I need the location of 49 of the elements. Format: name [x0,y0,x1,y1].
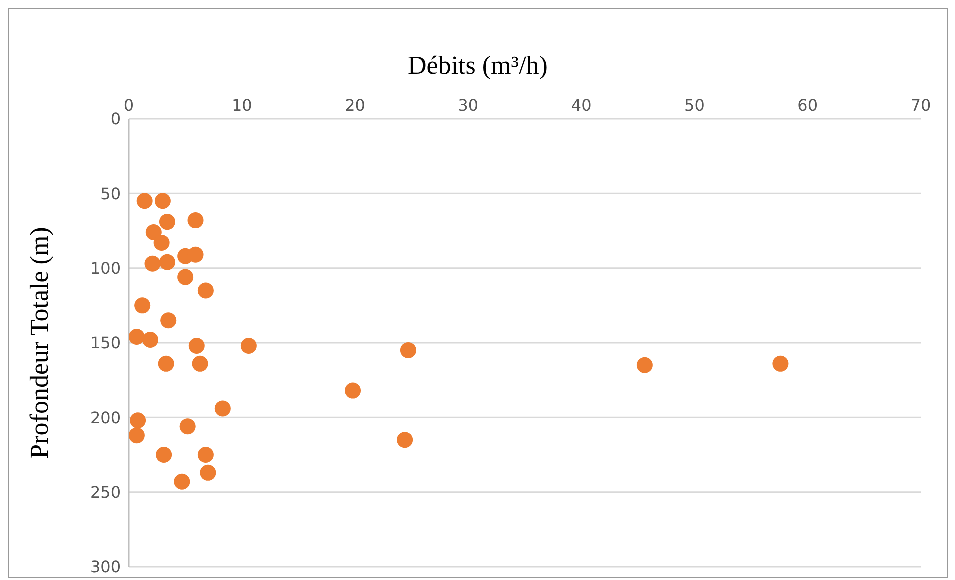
point [636,357,653,374]
point [158,356,174,372]
point [178,269,194,286]
point [130,412,146,429]
x-tick-label: 10 [232,96,252,115]
point [134,298,151,314]
point [129,428,145,444]
point [198,447,214,463]
x-tick-label: 20 [345,96,366,115]
point [154,234,170,251]
x-tick-label: 70 [910,96,932,115]
point [188,338,205,354]
point [154,193,171,210]
point [146,224,162,240]
point [240,338,257,354]
x-tick-label: 30 [458,96,479,115]
y-tick-label: 300 [90,558,121,577]
point [214,400,231,417]
x-tick-label: 0 [124,96,134,115]
point [198,282,214,299]
point [144,256,161,272]
y-tick-label: 100 [90,259,121,278]
point [397,432,414,448]
point [174,474,190,490]
y-tick-label: 50 [100,184,121,204]
x-tick-label: 40 [571,96,592,115]
point [160,312,177,329]
point [156,447,172,463]
point [180,418,196,435]
point [188,246,204,263]
y-tick-label: 150 [90,334,121,353]
y-tick-label: 0 [110,110,121,129]
y-tick-label: 200 [90,408,121,428]
point [772,356,789,372]
point [136,193,153,210]
point [345,382,362,399]
point [200,464,216,481]
x-axis-title: Débits (m³/h) [407,51,549,81]
point [142,332,158,348]
point [192,356,208,372]
point [129,329,145,346]
point [400,342,416,358]
point [159,214,176,230]
x-tick-label: 50 [684,96,705,115]
x-tick-label: 60 [798,96,818,115]
y-tick-label: 250 [90,483,121,502]
point [159,254,176,270]
point [188,212,204,229]
y-axis-title: Profondeur Totale (m) [25,227,54,459]
